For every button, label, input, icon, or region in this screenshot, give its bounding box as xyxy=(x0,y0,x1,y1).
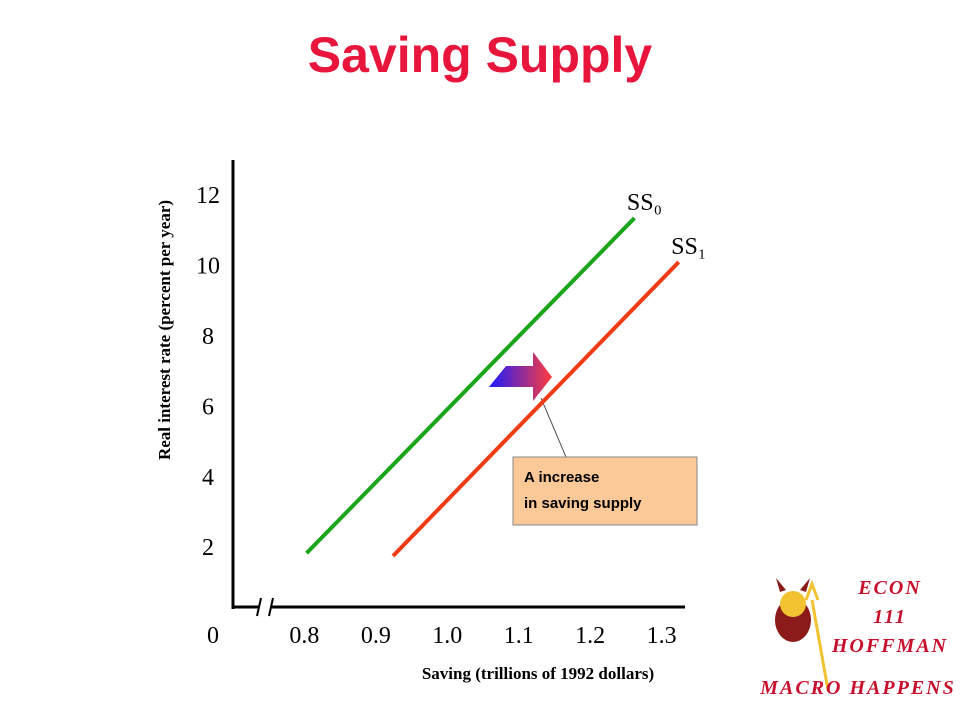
axis-break xyxy=(268,597,274,617)
annotation-text: A increase xyxy=(524,469,599,486)
logo-text: ECON xyxy=(857,577,922,599)
x-tick-label: 0.9 xyxy=(361,623,391,649)
axis-break xyxy=(256,597,262,617)
x-tick-label: 1.0 xyxy=(432,623,462,649)
x-tick-label: 1.2 xyxy=(575,623,605,649)
chart-title: Saving Supply xyxy=(308,27,653,83)
annotation-text: in saving supply xyxy=(524,495,642,512)
annotation-box xyxy=(512,456,698,526)
y-tick-label: 10 xyxy=(196,254,220,280)
axis-break-gap xyxy=(259,596,271,616)
y-tick-label: 2 xyxy=(202,535,214,561)
y-tick-label: 4 xyxy=(202,465,214,491)
shift-arrow xyxy=(489,352,552,401)
logo-text: HOFFMAN xyxy=(831,635,948,657)
x-tick-label: 1.3 xyxy=(647,623,677,649)
x-axis-label: Saving (trillions of 1992 dollars) xyxy=(422,664,654,683)
x-tick-label: 1.1 xyxy=(504,623,534,649)
supply-curve xyxy=(391,260,681,558)
y-tick-label: 6 xyxy=(202,394,214,420)
x-tick-label: 0.8 xyxy=(289,623,319,649)
y-axis-label: Real interest rate (percent per year) xyxy=(155,200,174,460)
supply-curve xyxy=(305,216,636,555)
series-label: SS₁ xyxy=(671,234,706,260)
logo-text: MACRO HAPPENS xyxy=(759,677,955,699)
y-tick-label: 8 xyxy=(202,324,214,350)
annotation-pointer xyxy=(540,397,567,458)
logo-mascot xyxy=(775,578,830,691)
y-tick-label: 12 xyxy=(196,183,220,209)
logo-text: 111 xyxy=(873,606,907,628)
series-label: SS₀ xyxy=(627,190,662,216)
x-tick-label: 0 xyxy=(207,623,219,649)
